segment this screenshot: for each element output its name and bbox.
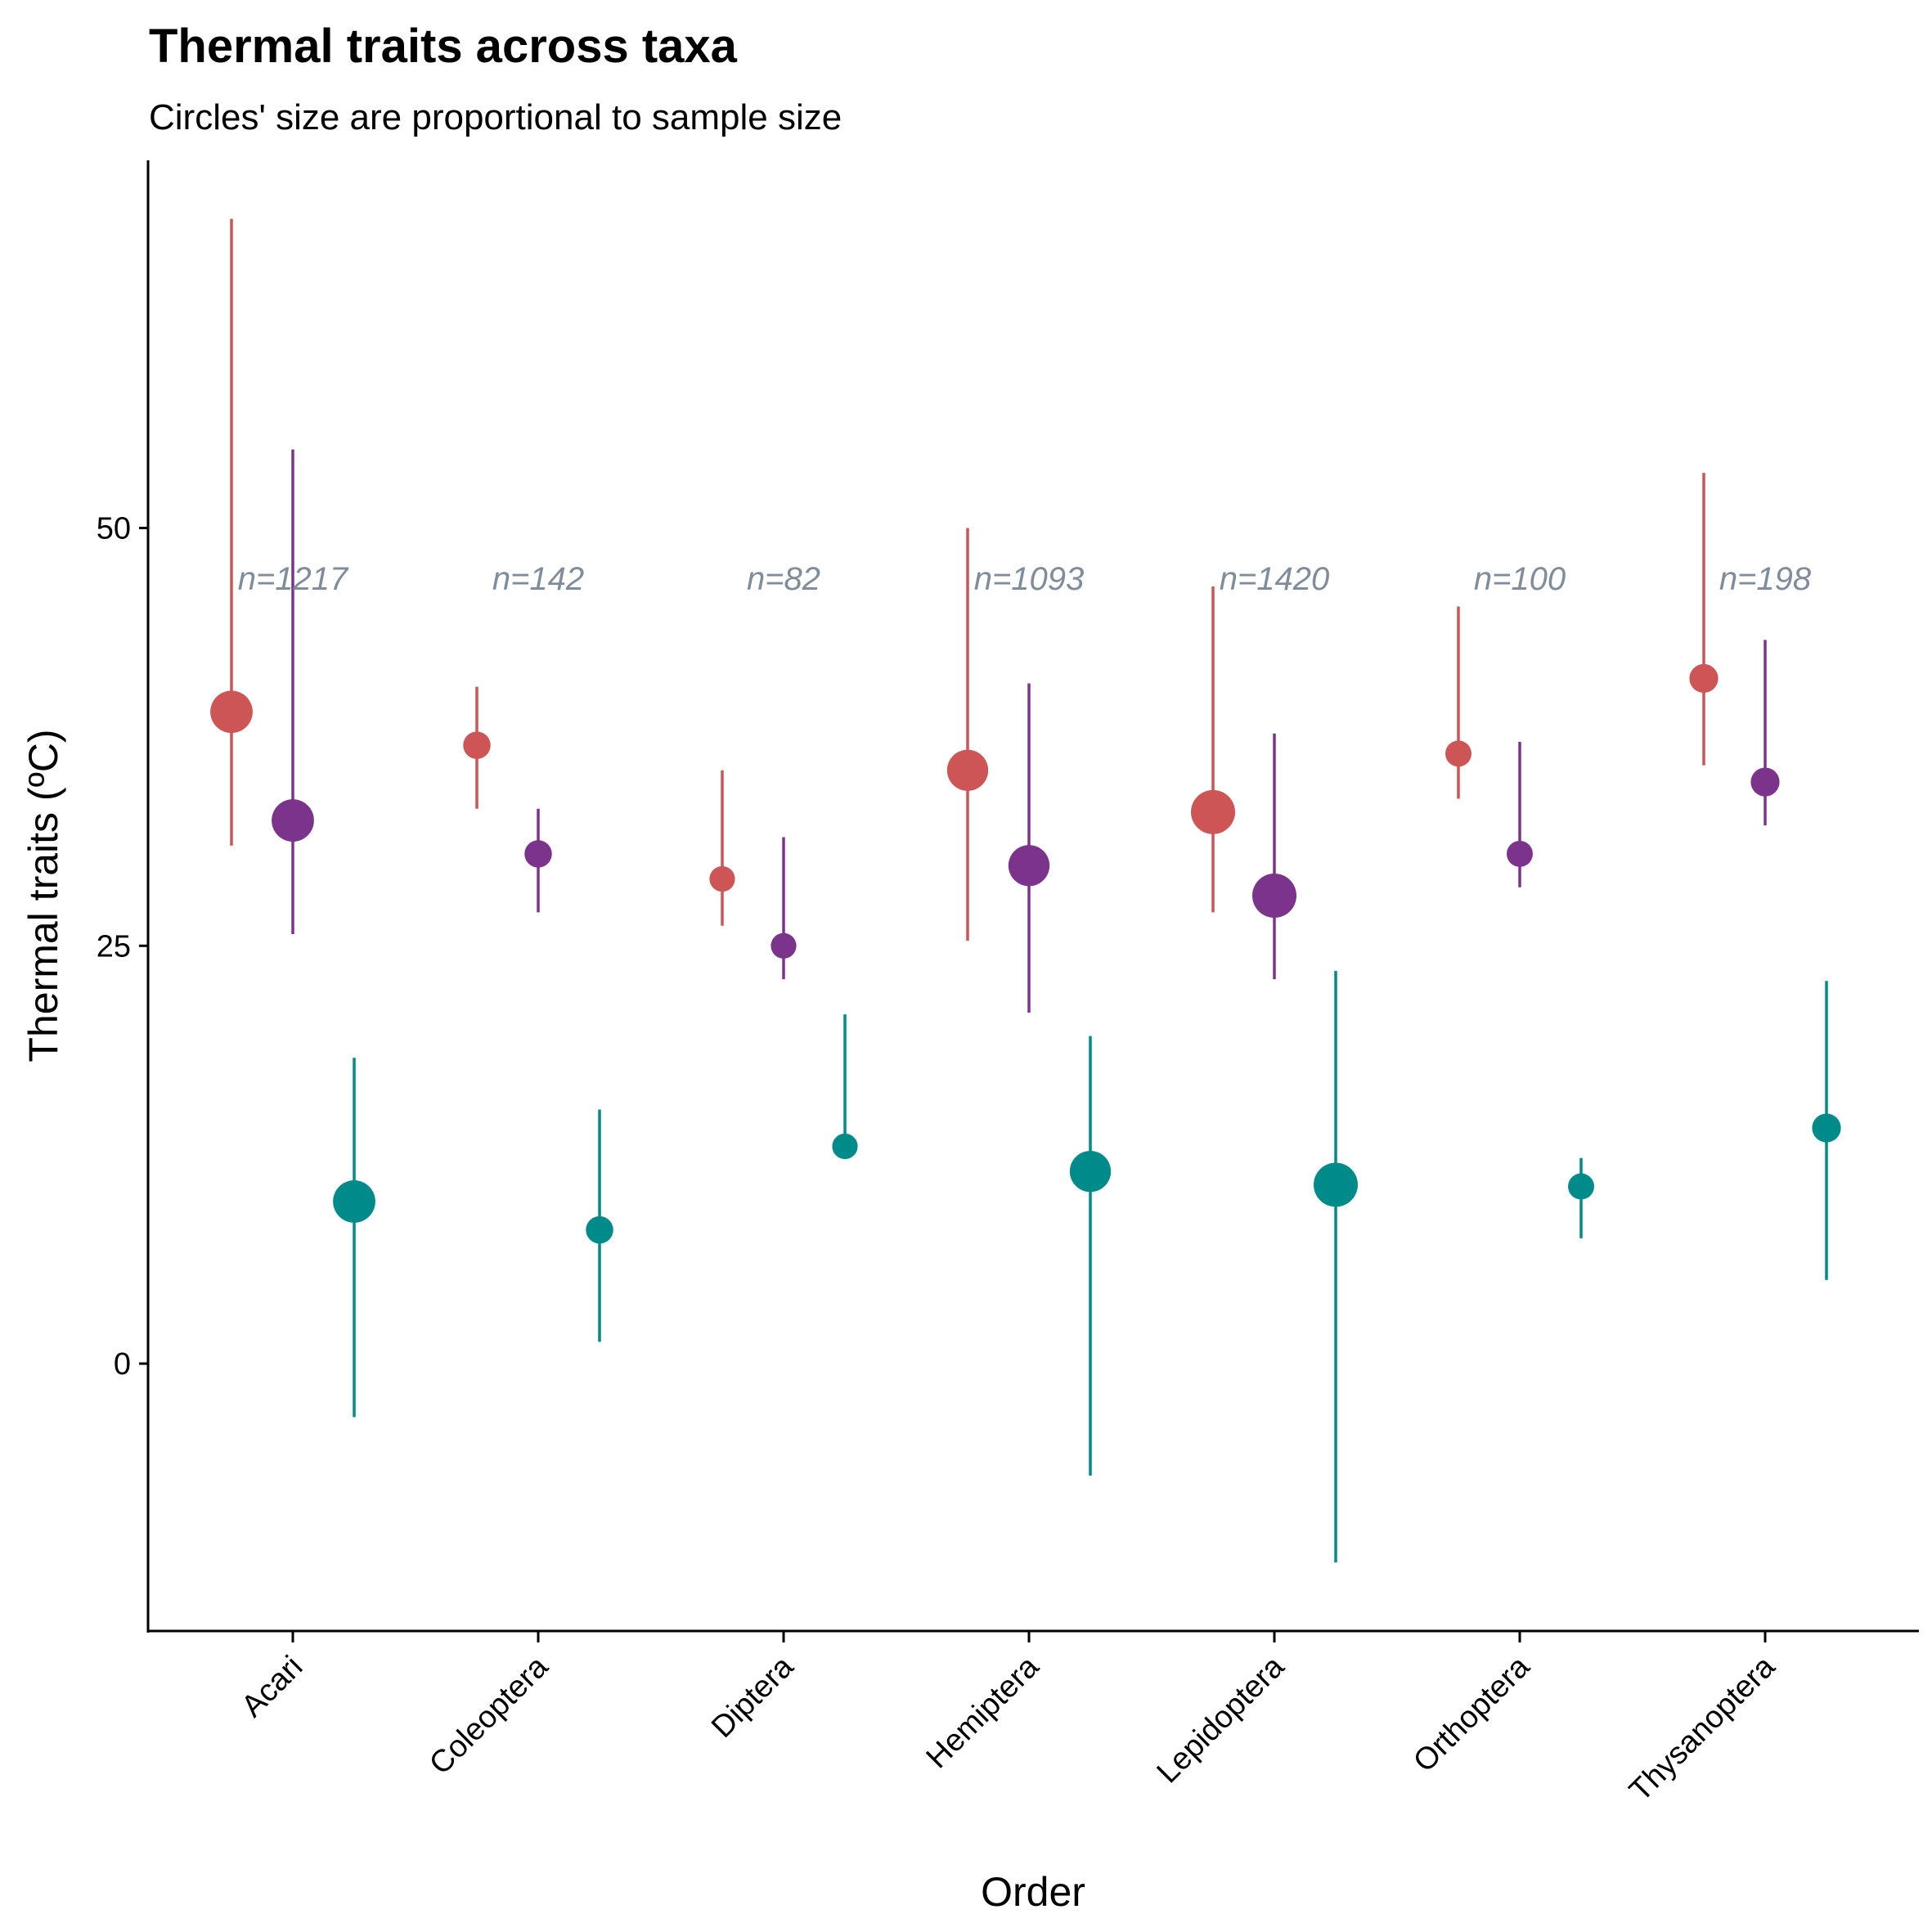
data-marks bbox=[210, 218, 1841, 1563]
data-point bbox=[1568, 1173, 1594, 1200]
data-point bbox=[586, 1215, 613, 1244]
data-point bbox=[272, 799, 314, 842]
data-point bbox=[463, 731, 491, 759]
data-point bbox=[832, 1133, 858, 1160]
x-axis-ticks: Acari Coleoptera Diptera Hemiptera Lepidopte… bbox=[235, 1631, 1782, 1808]
x-tick-label: Thysanoptera bbox=[1623, 1649, 1782, 1808]
y-axis-ticks: 0 25 50 bbox=[97, 512, 149, 1382]
data-point bbox=[210, 690, 253, 734]
data-point bbox=[1812, 1113, 1841, 1143]
sample-size-label: n=1093 bbox=[974, 561, 1085, 597]
data-point bbox=[771, 932, 797, 959]
x-tick-label: Lepidoptera bbox=[1151, 1649, 1292, 1790]
data-point bbox=[1507, 840, 1533, 867]
data-point bbox=[1314, 1162, 1358, 1207]
x-axis-title: Order bbox=[981, 1869, 1085, 1915]
data-point bbox=[524, 840, 552, 868]
x-tick-label: Coleoptera bbox=[423, 1649, 555, 1781]
x-tick-label: Acari bbox=[235, 1650, 309, 1724]
data-point bbox=[1689, 663, 1719, 693]
sample-size-label: n=1217 bbox=[238, 561, 349, 597]
data-point bbox=[1069, 1150, 1112, 1193]
data-point bbox=[333, 1180, 375, 1223]
chart-subtitle: Circles' size are proportional to sample… bbox=[149, 97, 842, 137]
data-point bbox=[1191, 789, 1235, 834]
data-point bbox=[1252, 874, 1296, 918]
x-tick-label: Hemiptera bbox=[920, 1649, 1046, 1775]
sample-size-label: n=198 bbox=[1719, 561, 1812, 597]
sample-size-label: n=82 bbox=[747, 561, 820, 597]
sample-size-label: n=100 bbox=[1474, 561, 1566, 597]
y-tick-label: 0 bbox=[114, 1347, 131, 1382]
sample-size-label: n=142 bbox=[492, 561, 584, 597]
data-point bbox=[1445, 740, 1471, 767]
y-tick-label: 25 bbox=[97, 929, 131, 964]
y-tick-label: 50 bbox=[97, 512, 131, 546]
y-axis-title: Thermal traits (ºC) bbox=[20, 729, 66, 1062]
data-point bbox=[946, 749, 989, 791]
x-tick-label: Orthoptera bbox=[1407, 1649, 1537, 1779]
data-point bbox=[1008, 845, 1050, 887]
sample-size-label: n=1420 bbox=[1220, 561, 1330, 597]
sample-size-labels: n=1217 n=142 n=82 n=1093 n=1420 n=100 n=198 bbox=[238, 561, 1812, 597]
data-point bbox=[709, 865, 735, 892]
data-point bbox=[1750, 767, 1780, 797]
chart-title: Thermal traits across taxa bbox=[149, 20, 738, 73]
x-tick-label: Diptera bbox=[705, 1649, 801, 1745]
